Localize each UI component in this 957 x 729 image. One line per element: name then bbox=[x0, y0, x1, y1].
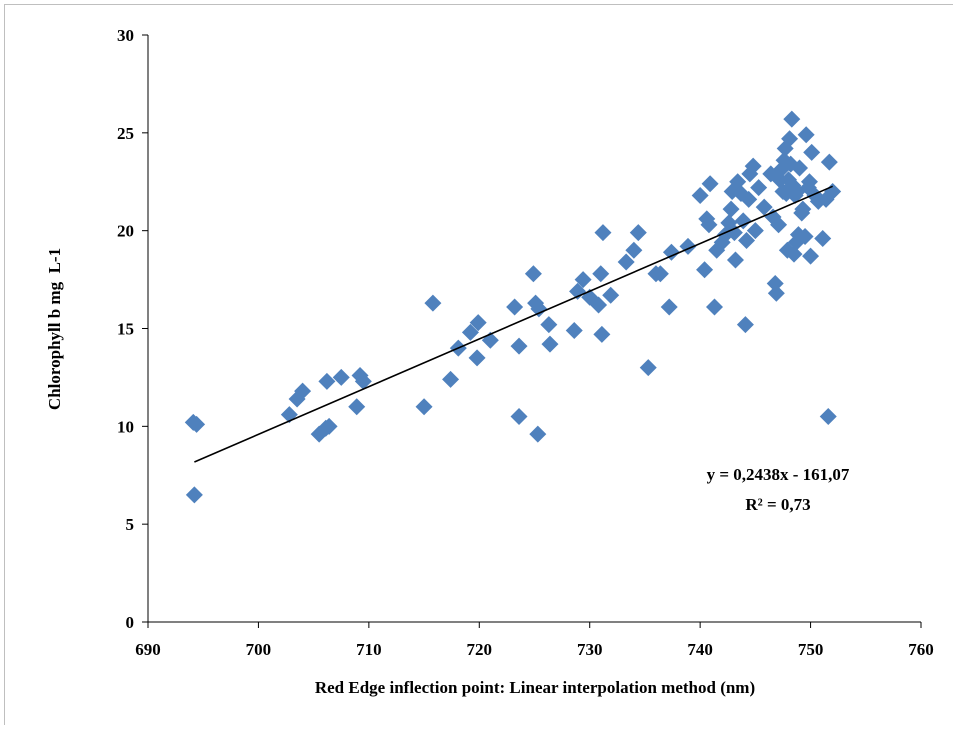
data-point bbox=[332, 368, 350, 386]
chart-frame bbox=[4, 4, 953, 725]
y-tick-label: 20 bbox=[117, 222, 134, 241]
data-point bbox=[461, 323, 479, 341]
x-tick-label: 740 bbox=[687, 640, 713, 659]
data-point bbox=[802, 247, 820, 265]
data-point bbox=[469, 314, 487, 332]
x-tick-label: 690 bbox=[135, 640, 161, 659]
data-point bbox=[530, 300, 548, 318]
y-axis-ticks: 0 5 10 15 20 25 30 bbox=[117, 26, 148, 632]
y-tick-label: 30 bbox=[117, 26, 134, 45]
data-point bbox=[594, 224, 612, 242]
data-point bbox=[565, 321, 583, 339]
data-point bbox=[705, 298, 723, 316]
data-point bbox=[820, 153, 838, 171]
x-tick-label: 730 bbox=[577, 640, 603, 659]
data-point bbox=[766, 274, 784, 292]
data-point bbox=[783, 110, 801, 128]
data-point bbox=[574, 271, 592, 289]
data-point bbox=[415, 398, 433, 416]
data-point bbox=[592, 265, 610, 283]
data-point bbox=[660, 298, 678, 316]
data-point bbox=[541, 335, 559, 353]
data-point bbox=[791, 159, 809, 177]
data-point bbox=[294, 382, 312, 400]
data-point bbox=[738, 231, 756, 249]
data-point bbox=[797, 126, 815, 144]
data-point bbox=[796, 228, 814, 246]
data-point bbox=[529, 425, 547, 443]
x-tick-label: 700 bbox=[246, 640, 272, 659]
data-point bbox=[506, 298, 524, 316]
data-point bbox=[770, 216, 788, 234]
data-point bbox=[701, 175, 719, 193]
data-point bbox=[188, 415, 206, 433]
data-point bbox=[510, 408, 528, 426]
y-tick-label: 25 bbox=[117, 124, 134, 143]
data-point bbox=[767, 284, 785, 302]
data-point bbox=[602, 286, 620, 304]
data-point bbox=[736, 316, 754, 334]
data-point bbox=[629, 224, 647, 242]
y-tick-label: 10 bbox=[117, 417, 134, 436]
data-point bbox=[424, 294, 442, 312]
data-point bbox=[320, 417, 338, 435]
data-point bbox=[524, 265, 542, 283]
y-tick-label: 0 bbox=[126, 613, 135, 632]
trendline bbox=[194, 185, 833, 463]
data-point bbox=[348, 398, 366, 416]
data-point bbox=[814, 229, 832, 247]
x-tick-label: 720 bbox=[467, 640, 493, 659]
data-point bbox=[750, 179, 768, 197]
data-point bbox=[662, 243, 680, 261]
data-point bbox=[700, 216, 718, 234]
data-point bbox=[691, 186, 709, 204]
data-point bbox=[755, 198, 773, 216]
data-point bbox=[803, 143, 821, 161]
data-point bbox=[722, 200, 740, 218]
data-point bbox=[744, 157, 762, 175]
x-axis-ticks: 690 700 710 720 730 740 750 760 bbox=[135, 622, 934, 659]
data-point bbox=[639, 359, 657, 377]
data-point bbox=[819, 408, 837, 426]
data-point bbox=[185, 486, 203, 504]
data-point bbox=[625, 241, 643, 259]
data-point bbox=[785, 245, 803, 263]
data-point bbox=[442, 370, 460, 388]
y-tick-label: 15 bbox=[117, 320, 134, 339]
x-tick-label: 760 bbox=[908, 640, 934, 659]
data-point bbox=[354, 372, 372, 390]
data-point bbox=[593, 325, 611, 343]
trendline-equation: y = 0,2438x - 161,07 bbox=[707, 465, 850, 484]
data-point bbox=[734, 212, 752, 230]
x-tick-label: 710 bbox=[356, 640, 382, 659]
data-point bbox=[318, 372, 336, 390]
data-point bbox=[725, 224, 743, 242]
data-point bbox=[696, 261, 714, 279]
y-tick-label: 5 bbox=[126, 515, 135, 534]
y-axis-title: Chlorophyll b mg L-1 bbox=[45, 248, 64, 410]
data-point bbox=[726, 251, 744, 269]
data-point bbox=[590, 296, 608, 314]
data-point bbox=[781, 130, 799, 148]
x-tick-label: 750 bbox=[798, 640, 824, 659]
data-point bbox=[617, 253, 635, 271]
data-point bbox=[468, 349, 486, 367]
data-point bbox=[510, 337, 528, 355]
data-point bbox=[800, 173, 818, 191]
data-point bbox=[794, 200, 812, 218]
data-point bbox=[540, 316, 558, 334]
trendline-r-squared: R² = 0,73 bbox=[745, 495, 810, 514]
data-point bbox=[569, 282, 587, 300]
data-points bbox=[184, 110, 842, 504]
x-axis-title: Red Edge inflection point: Linear interp… bbox=[315, 678, 755, 697]
data-point bbox=[651, 265, 669, 283]
data-point bbox=[740, 190, 758, 208]
data-point bbox=[746, 222, 764, 240]
